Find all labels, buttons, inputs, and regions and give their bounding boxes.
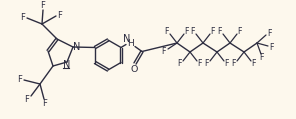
Text: F: F [165,27,169,35]
Text: F: F [205,60,209,69]
Text: F: F [17,75,22,84]
Text: F: F [41,2,46,10]
Text: O: O [130,65,138,74]
Text: F: F [252,60,256,69]
Text: F: F [225,60,229,69]
Text: N: N [63,60,70,69]
Text: F: F [191,27,195,35]
Text: F: F [43,99,47,107]
Text: F: F [25,94,29,104]
Text: F: F [211,27,215,35]
Text: N: N [73,42,80,52]
Text: F: F [20,13,25,22]
Text: F: F [268,28,272,37]
Text: F: F [260,54,264,62]
Text: F: F [270,42,274,52]
Text: F: F [185,27,189,35]
Text: F: F [178,60,182,69]
Text: F: F [232,60,236,69]
Text: F: F [198,60,202,69]
Text: F: F [238,27,242,35]
Text: F: F [218,27,222,35]
Text: H: H [128,39,134,48]
Text: F: F [162,47,166,55]
Text: F: F [57,10,62,20]
Text: N: N [123,35,131,45]
